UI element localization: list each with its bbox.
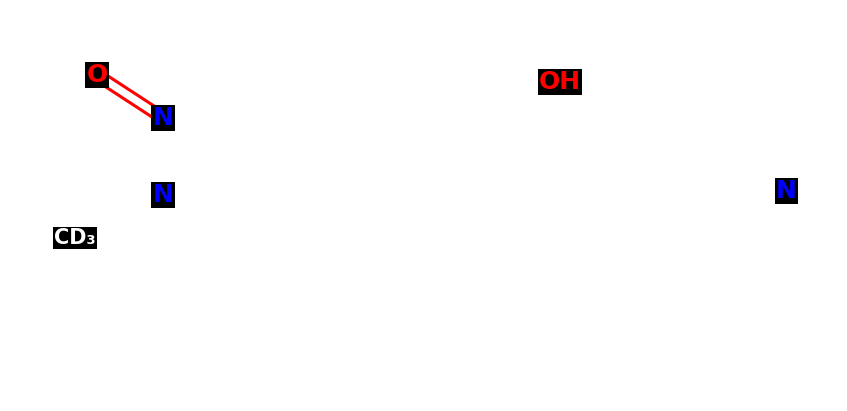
- Text: CD₃: CD₃: [54, 228, 96, 248]
- Text: O: O: [86, 63, 108, 87]
- Text: N: N: [776, 179, 797, 203]
- Text: OH: OH: [539, 70, 581, 94]
- Text: N: N: [152, 183, 174, 207]
- Text: N: N: [152, 106, 174, 130]
